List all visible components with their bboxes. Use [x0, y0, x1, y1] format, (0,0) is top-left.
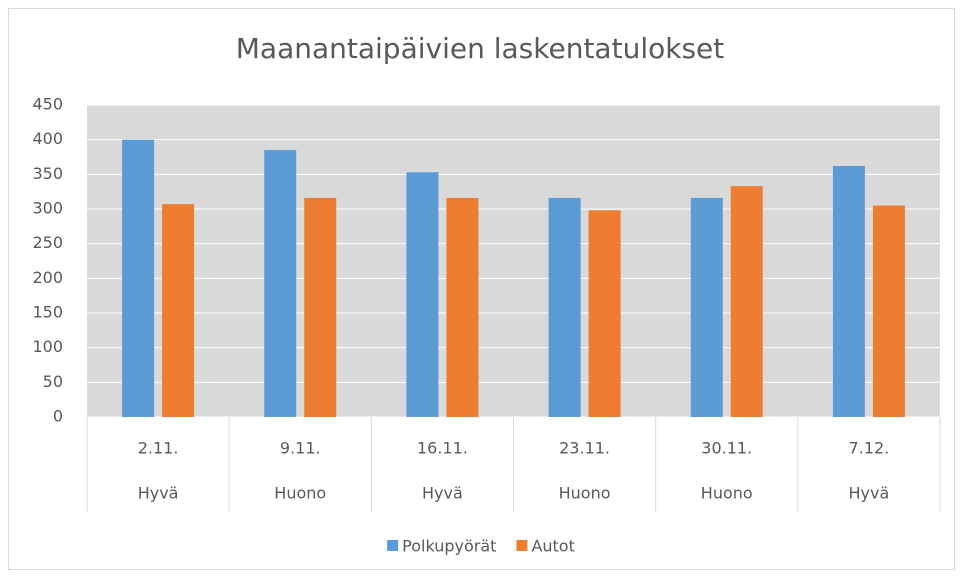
x-group-label: Hyvä: [138, 484, 179, 503]
legend-label: Autot: [531, 537, 574, 556]
y-tick-label: 400: [32, 129, 63, 148]
legend-swatch: [516, 540, 528, 551]
x-group-label: Huono: [559, 484, 611, 503]
y-tick-label: 100: [32, 337, 63, 356]
x-tick-label: 9.11.: [280, 439, 321, 458]
x-tick-label: 30.11.: [701, 439, 752, 458]
bar: [446, 197, 479, 417]
y-tick-label: 350: [32, 164, 63, 183]
x-group-label: Hyvä: [849, 484, 890, 503]
y-tick-label: 0: [53, 407, 63, 426]
x-tick-label: 7.12.: [849, 439, 890, 458]
x-group-label: Huono: [701, 484, 753, 503]
x-tick-label: 23.11.: [559, 439, 610, 458]
x-tick-label: 2.11.: [138, 439, 179, 458]
x-tick-label: 16.11.: [417, 439, 468, 458]
bar: [122, 139, 155, 417]
legend-label: Polkupyörät: [402, 537, 496, 556]
x-group-label: Hyvä: [422, 484, 463, 503]
y-tick-label: 200: [32, 268, 63, 287]
chart-title: Maanantaipäivien laskentatulokset: [236, 32, 724, 65]
bar: [162, 204, 195, 417]
bar: [406, 172, 439, 417]
y-tick-label: 150: [32, 303, 63, 322]
bar: [872, 205, 905, 417]
x-group-label: Huono: [274, 484, 326, 503]
bar: [730, 186, 763, 417]
y-tick-label: 450: [32, 95, 63, 114]
bar: [264, 150, 297, 418]
bar: [548, 197, 581, 417]
y-tick-label: 250: [32, 233, 63, 252]
y-tick-label: 50: [43, 372, 63, 391]
bar: [588, 210, 621, 417]
plot-area: [87, 105, 940, 417]
bar: [690, 197, 723, 417]
y-tick-label: 300: [32, 199, 63, 218]
legend-swatch: [387, 540, 399, 551]
bar: [832, 166, 865, 417]
bar: [304, 197, 337, 417]
